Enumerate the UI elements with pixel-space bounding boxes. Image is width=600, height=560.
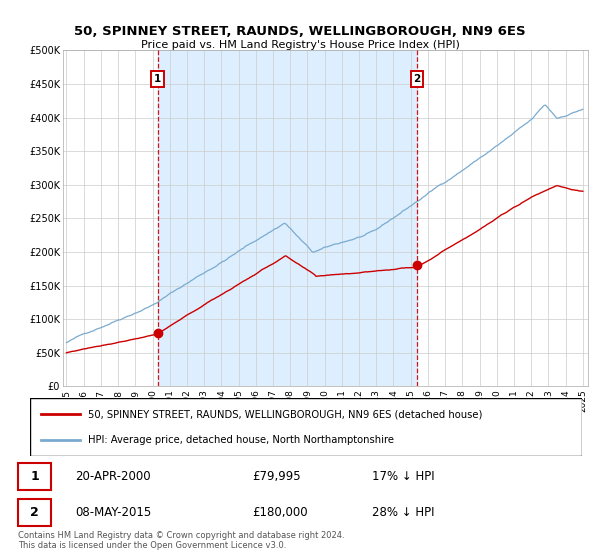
Text: 1: 1 [154, 74, 161, 84]
Text: 50, SPINNEY STREET, RAUNDS, WELLINGBOROUGH, NN9 6ES (detached house): 50, SPINNEY STREET, RAUNDS, WELLINGBOROU… [88, 409, 482, 419]
Text: 50, SPINNEY STREET, RAUNDS, WELLINGBOROUGH, NN9 6ES: 50, SPINNEY STREET, RAUNDS, WELLINGBOROU… [74, 25, 526, 38]
Bar [158, 50, 417, 386]
Text: 2: 2 [413, 74, 421, 84]
Text: £180,000: £180,000 [252, 506, 308, 519]
Text: Contains HM Land Registry data © Crown copyright and database right 2024.
This d: Contains HM Land Registry data © Crown c… [18, 531, 344, 550]
Text: 08-MAY-2015: 08-MAY-2015 [75, 506, 151, 519]
Text: 28% ↓ HPI: 28% ↓ HPI [372, 506, 434, 519]
Text: 2: 2 [30, 506, 39, 519]
Text: HPI: Average price, detached house, North Northamptonshire: HPI: Average price, detached house, Nort… [88, 435, 394, 445]
FancyBboxPatch shape [18, 463, 51, 489]
FancyBboxPatch shape [30, 398, 582, 456]
Text: £79,995: £79,995 [252, 470, 301, 483]
Text: 20-APR-2000: 20-APR-2000 [75, 470, 151, 483]
Text: Price paid vs. HM Land Registry's House Price Index (HPI): Price paid vs. HM Land Registry's House … [140, 40, 460, 50]
FancyBboxPatch shape [18, 499, 51, 526]
Text: 17% ↓ HPI: 17% ↓ HPI [372, 470, 434, 483]
Text: 1: 1 [30, 470, 39, 483]
